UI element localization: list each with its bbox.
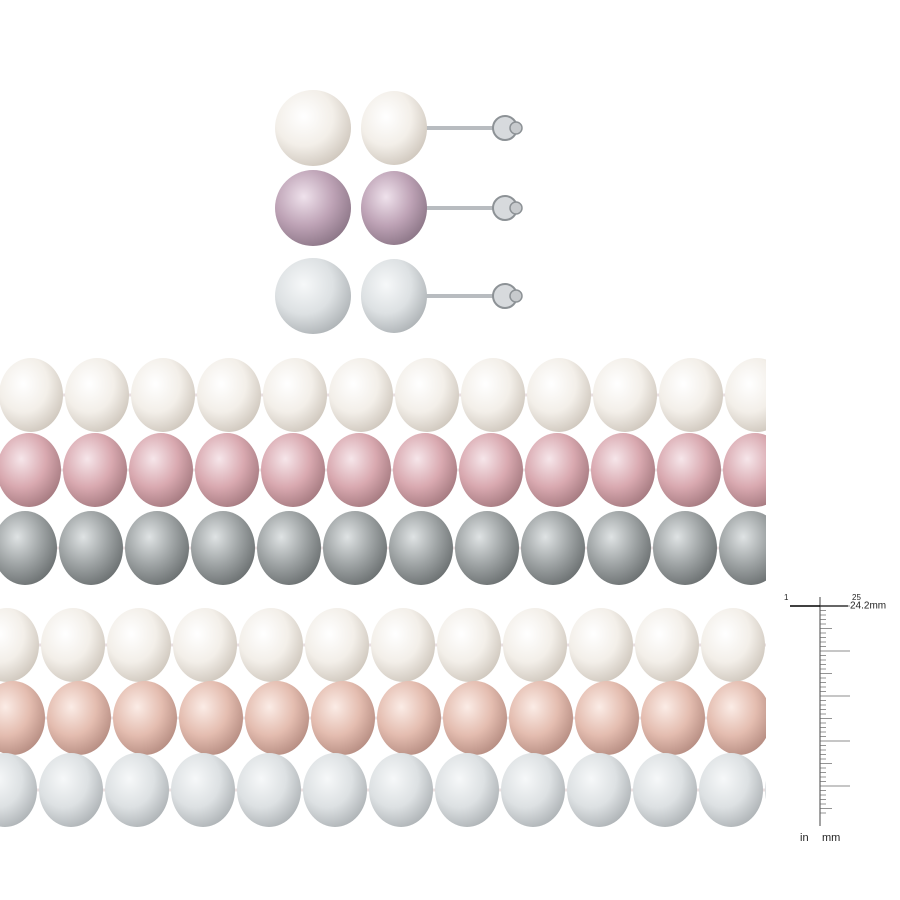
strand-pearl	[0, 433, 61, 507]
strand-pearl	[0, 608, 39, 682]
strand-pearl	[125, 511, 189, 585]
strand-pearl	[701, 608, 765, 682]
strand-pearl	[455, 511, 519, 585]
strand-pearl	[773, 681, 837, 755]
earring-pearl	[275, 258, 351, 334]
strand-pearl	[377, 681, 441, 755]
measurement-label: 24.2mm	[850, 601, 886, 612]
strand-pearl	[707, 681, 766, 755]
strand-pearl	[641, 681, 705, 755]
strand-pearl	[789, 433, 853, 507]
strand-pearl	[323, 511, 387, 585]
strand-pearl	[389, 511, 453, 585]
strands	[0, 358, 855, 827]
strand-pearl	[65, 358, 129, 432]
strand-pearl	[59, 511, 123, 585]
earring-pearl	[275, 90, 351, 166]
strand-pearl	[435, 753, 499, 827]
strand-pearl	[197, 358, 261, 432]
strand-pearl	[311, 681, 375, 755]
strand-pearl	[263, 358, 327, 432]
strand-pearl	[105, 753, 169, 827]
earring-pearl	[275, 170, 351, 246]
strand-pearl	[575, 681, 639, 755]
strand-pearl	[113, 681, 177, 755]
earring-pearl	[361, 259, 427, 333]
strand-pearl	[593, 358, 657, 432]
strand-pearl	[767, 608, 831, 682]
strand-pearl	[305, 608, 369, 682]
earring-pearl	[361, 171, 427, 245]
strand-pearl	[501, 753, 565, 827]
strand-pearl	[509, 681, 573, 755]
strand-pearl	[329, 358, 393, 432]
ruler-mark: 25	[852, 593, 861, 602]
strand-pearl	[635, 608, 699, 682]
strand-pearl	[191, 511, 255, 585]
strand-pearl	[237, 753, 301, 827]
earring-back	[509, 201, 523, 215]
unit-label: in	[800, 832, 809, 844]
strand-pearl	[393, 433, 457, 507]
strand-pearl	[765, 780, 766, 800]
strand-pearl	[131, 358, 195, 432]
strand-pearl	[0, 753, 37, 827]
strand-pearl	[129, 433, 193, 507]
strand-pearl	[369, 753, 433, 827]
strand-pearl	[245, 681, 309, 755]
strand-pearl	[461, 358, 525, 432]
strand-pearl	[587, 511, 651, 585]
strand-pearl	[653, 511, 717, 585]
strand-pearl	[63, 433, 127, 507]
strand-pearl	[239, 608, 303, 682]
strand-pearl	[657, 433, 721, 507]
strand-pearl	[395, 358, 459, 432]
ruler: 1 25 24.2mm in mm	[784, 593, 886, 844]
strand-pearl	[327, 433, 391, 507]
strand-pearl	[503, 608, 567, 682]
pearls	[0, 90, 855, 827]
unit-label: mm	[822, 832, 840, 844]
strand-pearl	[633, 753, 697, 827]
strand-pearl	[725, 358, 766, 432]
strand-pearl	[591, 433, 655, 507]
strand-pearl	[303, 753, 367, 827]
strand-pearl	[719, 511, 766, 585]
strand-pearl	[0, 358, 63, 432]
strand-pearl	[525, 433, 589, 507]
ruler-mark: 1	[784, 593, 789, 602]
strand-pearl	[171, 753, 235, 827]
earring-back	[509, 121, 523, 135]
strand-pearl	[459, 433, 523, 507]
strand-pearl	[437, 608, 501, 682]
strand-pearl	[261, 433, 325, 507]
strand-pearl	[443, 681, 507, 755]
strand-pearl	[567, 753, 631, 827]
strand-pearl	[179, 681, 243, 755]
strand-pearl	[195, 433, 259, 507]
strand-pearl	[527, 358, 591, 432]
strand-pearl	[41, 608, 105, 682]
strand-pearl	[107, 608, 171, 682]
strand-pearl	[723, 433, 766, 507]
strand-pearl	[371, 608, 435, 682]
strand-pearl	[785, 511, 849, 585]
strand-pearl	[47, 681, 111, 755]
strand-pearl	[569, 608, 633, 682]
strand-pearl	[39, 753, 103, 827]
strand-pearl	[521, 511, 585, 585]
strand-pearl	[699, 753, 763, 827]
strand-pearl	[173, 608, 237, 682]
strand-pearl	[0, 681, 45, 755]
strand-pearl	[0, 511, 57, 585]
strand-pearl	[791, 358, 855, 432]
earring-back	[509, 289, 523, 303]
earring-pearl	[361, 91, 427, 165]
strand-pearl	[257, 511, 321, 585]
strand-pearl	[659, 358, 723, 432]
